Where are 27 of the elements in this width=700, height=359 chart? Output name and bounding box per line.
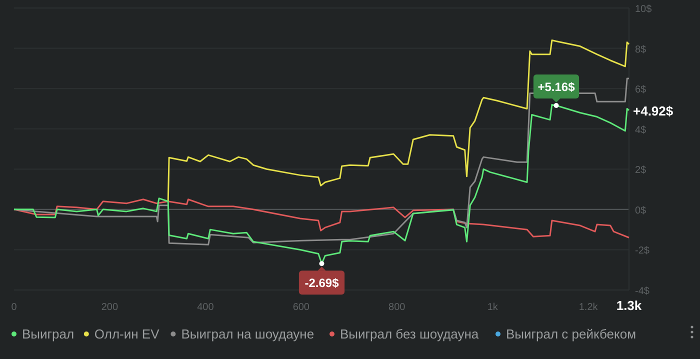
x-tick-label: 0 [11, 302, 18, 313]
line-series [167, 39, 630, 202]
legend-label: Выиграл без шоудауна [340, 326, 480, 342]
annotation: +5.16$ [538, 80, 576, 94]
x-tick-label: 1.3k [616, 298, 642, 313]
legend-label: Выиграл на шоудауне [181, 326, 314, 342]
x-tick-label: 400 [197, 302, 214, 313]
y-tick-label: 8$ [635, 44, 647, 56]
line-series [13, 198, 630, 238]
legend-label: Выиграл с рейкбеком [506, 326, 636, 342]
y-tick-label: -4$ [635, 286, 650, 297]
annotation: +4.92$ [633, 103, 674, 118]
y-tick-label: 6$ [635, 84, 647, 96]
line-series [13, 78, 630, 246]
annotation: -2.69$ [304, 276, 340, 290]
x-tick-label: 800 [388, 302, 406, 313]
y-tick-label: 10$ [635, 4, 652, 15]
legend-label: Олл-ин EV [94, 326, 160, 342]
legend-label: Выиграл [22, 326, 74, 342]
x-tick-label: 1.2k [578, 302, 599, 313]
y-tick-label: 2$ [635, 165, 647, 176]
y-tick-label: -2$ [635, 246, 650, 257]
x-tick-label: 200 [101, 302, 118, 313]
y-tick-label: 0$ [635, 205, 647, 216]
x-tick-label: 600 [292, 302, 310, 313]
y-tick-label: 4$ [635, 124, 647, 136]
x-tick-label: 1k [487, 302, 499, 313]
